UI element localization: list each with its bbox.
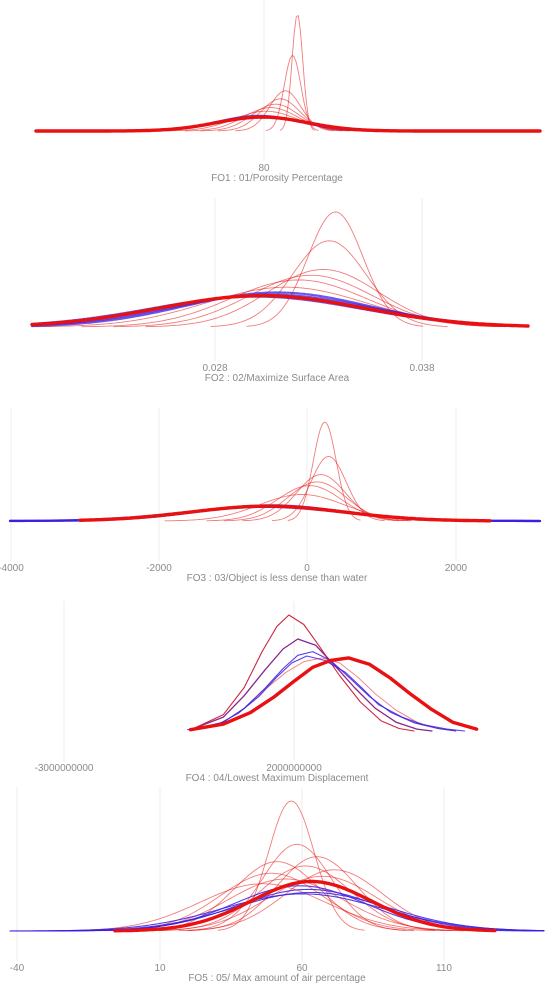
series-line-thin-7 bbox=[242, 474, 400, 522]
series-line-bold-5 bbox=[113, 879, 497, 933]
x-tick-label: 10 bbox=[154, 963, 166, 974]
chart-panel-3: -4000 -2000 0 2000 FO3 : 03/Object is less d… bbox=[0, 408, 542, 584]
series-line-blue-2 bbox=[193, 651, 457, 732]
x-tick-label: -3000000000 bbox=[35, 763, 94, 774]
x-tick-label: 80 bbox=[258, 163, 270, 174]
x-tick-label: 60 bbox=[296, 963, 308, 974]
series-line-thin-6 bbox=[210, 240, 448, 327]
x-tick-label: -40 bbox=[10, 963, 25, 974]
chart-panel-5: -40 10 60 110 FO5 : 05/ Max amount of air pe… bbox=[9, 787, 545, 984]
x-axis-title: FO2 : 02/Maximize Surface Area bbox=[205, 373, 350, 384]
series-line-bold-4 bbox=[30, 293, 530, 328]
x-axis-title: FO4 : 04/Lowest Maximum Displacement bbox=[186, 773, 369, 784]
x-tick-label: 0.038 bbox=[409, 363, 434, 374]
series-line-bold-6 bbox=[188, 656, 479, 732]
x-axis-title: FO5 : 05/ Max amount of air percentage bbox=[188, 973, 366, 984]
x-axis-title: FO1 : 01/Porosity Percentage bbox=[211, 173, 343, 184]
series-line-thin-13 bbox=[186, 843, 406, 931]
series-line-thin-5 bbox=[287, 421, 361, 521]
x-tick-label: -2000 bbox=[146, 563, 172, 574]
series-line-thin-5 bbox=[279, 15, 315, 131]
x-tick-label: 2000000000 bbox=[266, 763, 322, 774]
series-line-thin-15 bbox=[61, 883, 465, 932]
series-line-bold-4 bbox=[34, 115, 542, 133]
x-axis-title: FO3 : 03/Object is less dense than water bbox=[187, 573, 368, 584]
series-line-blue-4 bbox=[9, 891, 545, 932]
series-line-thin-5 bbox=[246, 211, 424, 327]
chart-panel-2: 0.028 0.038 FO2 : 02/Maximize Surface Area bbox=[30, 198, 530, 384]
series-line-purple-3 bbox=[192, 638, 433, 732]
x-tick-label: 0 bbox=[304, 563, 310, 574]
series-line-crimson-4 bbox=[193, 614, 415, 732]
series-line-blue-1 bbox=[187, 655, 466, 732]
series-line-bold-4 bbox=[78, 504, 492, 523]
x-tick-label: 2000 bbox=[445, 563, 468, 574]
x-tick-label: -4000 bbox=[0, 563, 24, 574]
series-line-thin-9 bbox=[184, 107, 356, 132]
x-tick-label: 110 bbox=[436, 963, 452, 974]
series-line-thin-10 bbox=[217, 98, 343, 132]
x-tick-label: 0.028 bbox=[202, 363, 227, 374]
